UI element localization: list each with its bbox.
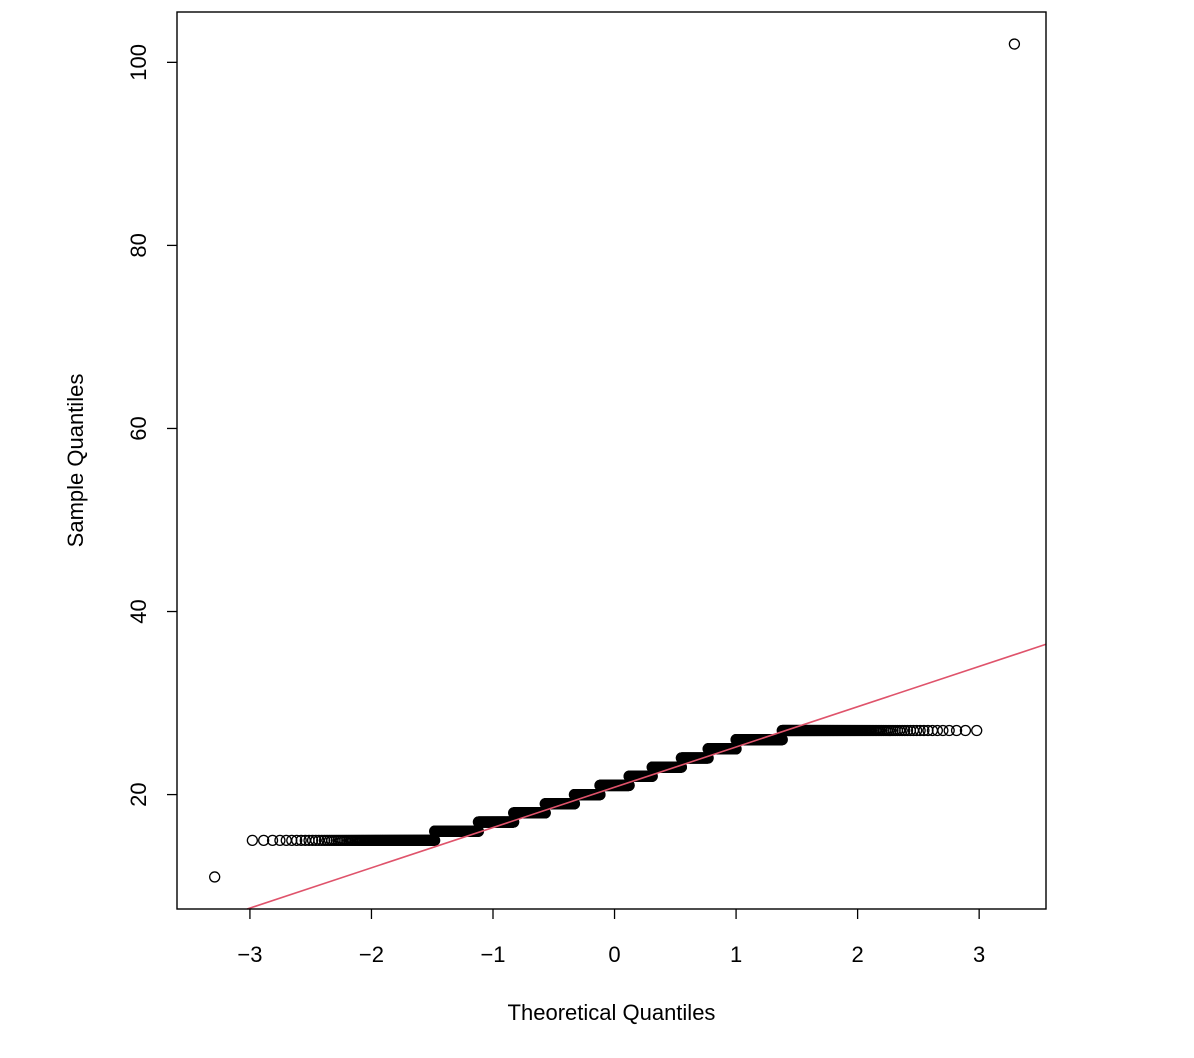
x-tick-label: 2: [851, 942, 863, 967]
y-tick-label: 80: [126, 233, 151, 257]
data-point: [295, 834, 307, 846]
data-point: [258, 834, 270, 846]
sample-points: [209, 38, 1021, 883]
reference-line-group: [246, 643, 1047, 910]
y-tick-label: 60: [126, 416, 151, 440]
y-tick-label: 40: [126, 599, 151, 623]
data-point: [209, 871, 221, 883]
x-axis-label: Theoretical Quantiles: [508, 1000, 716, 1025]
plot-frame: [176, 11, 1047, 910]
data-point: [918, 724, 930, 737]
data-point: [1008, 38, 1021, 50]
x-tick-label: −1: [480, 942, 505, 967]
data-point: [937, 724, 949, 737]
x-tick-label: −3: [237, 942, 262, 967]
x-tick-label: 3: [973, 942, 985, 967]
reference-line: [246, 643, 1047, 910]
x-tick-label: 0: [608, 942, 620, 967]
x-axis: −3 −2 −1 0 1 2 3: [237, 909, 985, 967]
data-point: [310, 834, 322, 846]
data-point: [914, 724, 926, 737]
y-axis: 20 40 60 80 100: [126, 44, 177, 807]
y-axis-label: Sample Quantiles: [63, 374, 88, 548]
data-point: [950, 724, 963, 737]
data-point: [971, 724, 983, 737]
data-point: [943, 724, 955, 737]
data-point: [911, 724, 923, 737]
y-tick-label: 100: [126, 44, 151, 81]
data-point: [901, 724, 914, 737]
data-point: [291, 834, 303, 846]
y-tick-label: 20: [126, 782, 151, 806]
data-point: [931, 724, 944, 737]
data-point: [274, 834, 286, 846]
x-tick-label: −2: [359, 942, 384, 967]
data-point: [899, 724, 911, 737]
data-point: [306, 834, 319, 846]
data-point: [246, 834, 259, 846]
x-tick-label: 1: [730, 942, 742, 967]
data-point: [266, 834, 279, 846]
data-point: [959, 724, 972, 737]
